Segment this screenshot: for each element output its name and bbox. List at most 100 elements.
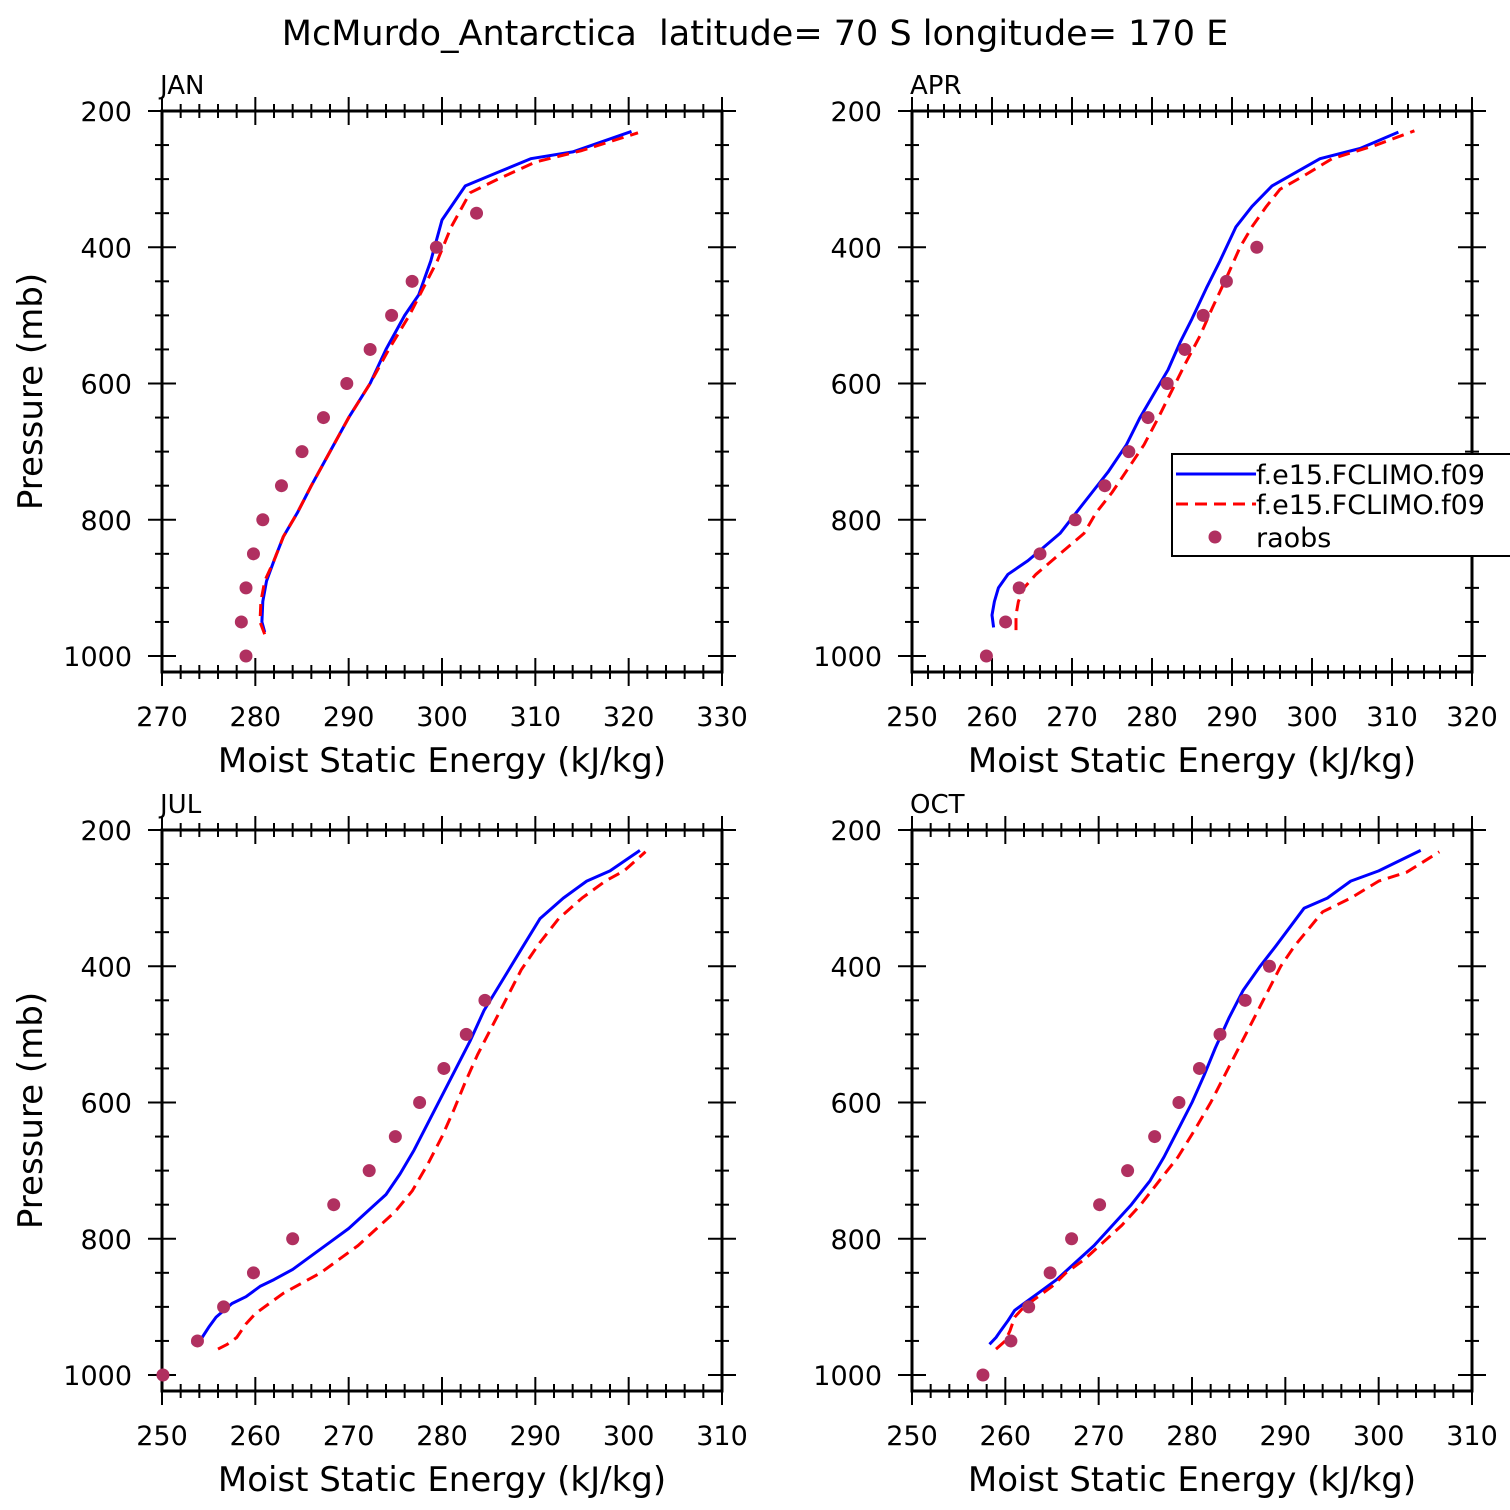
legend-box <box>1171 453 1510 557</box>
x-tick-label: 260 <box>230 1421 282 1452</box>
x-tick-label: 320 <box>1446 702 1498 733</box>
plot-frame <box>910 828 1474 1393</box>
x-tick-label: 280 <box>230 702 282 733</box>
panel-label: APR <box>910 71 962 101</box>
x-tick-label: 320 <box>603 702 655 733</box>
model-series-dashed <box>258 131 639 635</box>
y-tick-label: 800 <box>830 506 882 537</box>
raobs-point <box>999 615 1013 629</box>
raobs-point <box>156 1368 170 1382</box>
raobs-point <box>413 1096 427 1109</box>
legend-label: f.e15.FCLIMO.f09 <box>1256 490 1485 521</box>
x-axis-title: Moist Static Energy (kJ/kg) <box>968 741 1416 781</box>
raobs-point <box>1250 240 1264 254</box>
model-series-dashed <box>995 850 1441 1351</box>
raobs-point <box>1121 1164 1135 1178</box>
raobs-point <box>459 1027 473 1041</box>
y-tick-label: 200 <box>830 97 882 128</box>
legend-label: raobs <box>1256 523 1331 554</box>
y-axis-title: Pressure (mb) <box>11 992 51 1229</box>
x-axis-title: Moist Static Energy (kJ/kg) <box>218 741 666 781</box>
y-tick-label: 600 <box>80 1089 132 1120</box>
y-tick-label: 1000 <box>813 1361 882 1392</box>
plot-frame <box>160 828 724 1393</box>
model-series-dashed <box>217 850 647 1351</box>
raobs-point <box>976 1368 990 1382</box>
model-series-solid <box>988 849 1422 1346</box>
raobs-point <box>478 993 492 1007</box>
y-tick-label: 400 <box>830 233 882 264</box>
raobs-point <box>1065 1232 1079 1246</box>
x-tick-label: 290 <box>323 702 375 733</box>
raobs-point <box>1012 581 1026 595</box>
legend-swatch-dot <box>1208 530 1222 544</box>
raobs-point <box>217 1300 231 1314</box>
raobs-point <box>1098 479 1112 493</box>
y-tick-label: 800 <box>80 506 132 537</box>
legend-label: f.e15.FCLIMO.f09 <box>1256 460 1485 491</box>
raobs-point <box>362 1164 376 1178</box>
x-tick-label: 310 <box>1446 1421 1498 1452</box>
x-tick-label: 260 <box>980 1421 1032 1452</box>
panel-jan: JAN 270 280 290 300 310 320 330 200 400 600 800 1000… <box>11 71 748 781</box>
x-tick-label: 290 <box>1206 702 1258 733</box>
x-tick-label: 310 <box>510 702 562 733</box>
y-tick-label: 600 <box>830 1089 882 1120</box>
model-series-solid <box>990 130 1399 628</box>
plot-frame <box>910 109 1474 674</box>
x-tick-label: 310 <box>696 1421 748 1452</box>
x-tick-label: 280 <box>416 1421 468 1452</box>
raobs-point <box>1004 1334 1018 1348</box>
model-series-dashed <box>1014 129 1415 631</box>
raobs-point <box>1262 959 1276 973</box>
panel-label: OCT <box>910 790 965 820</box>
x-tick-label: 300 <box>603 1421 655 1452</box>
x-tick-label: 280 <box>1126 702 1178 733</box>
raobs-point <box>1122 445 1136 459</box>
y-tick-label: 600 <box>830 370 882 401</box>
raobs-point <box>316 411 330 425</box>
y-tick-label: 200 <box>80 97 132 128</box>
raobs-point <box>363 342 377 356</box>
raobs-point <box>1238 993 1252 1007</box>
x-tick-label: 250 <box>886 702 938 733</box>
x-tick-label: 250 <box>136 1421 188 1452</box>
x-axis-title: Moist Static Energy (kJ/kg) <box>218 1460 666 1500</box>
y-tick-label: 800 <box>830 1225 882 1256</box>
x-tick-label: 270 <box>136 702 188 733</box>
raobs-point <box>1022 1300 1036 1314</box>
raobs-point <box>1196 308 1210 322</box>
raobs-point <box>256 513 270 527</box>
y-tick-label: 400 <box>80 952 132 983</box>
raobs-point <box>1160 377 1174 390</box>
x-tick-label: 300 <box>416 702 468 733</box>
raobs-point <box>979 649 993 663</box>
raobs-point <box>295 445 309 459</box>
y-tick-label: 600 <box>80 370 132 401</box>
x-tick-label: 270 <box>1073 1421 1125 1452</box>
raobs-point <box>388 1130 402 1144</box>
x-axis-title: Moist Static Energy (kJ/kg) <box>968 1460 1416 1500</box>
y-tick-label: 1000 <box>63 1361 132 1392</box>
x-tick-label: 310 <box>1366 702 1418 733</box>
raobs-point <box>1192 1061 1206 1075</box>
panel-apr: APR 250 260 270 280 290 300 310 320 200 400 600 800 1… <box>813 71 1497 781</box>
raobs-point <box>1068 513 1082 527</box>
y-tick-label: 1000 <box>63 642 132 673</box>
raobs-point <box>405 274 419 288</box>
model-series-solid <box>191 849 641 1346</box>
y-axis-title: Pressure (mb) <box>11 273 51 510</box>
raobs-point <box>1033 547 1047 561</box>
figure-title: McMurdo_Antarctica latitude= 70 S longit… <box>282 14 1228 54</box>
raobs-point <box>327 1198 341 1212</box>
y-tick-label: 200 <box>830 816 882 847</box>
raobs-point <box>190 1334 204 1348</box>
x-tick-label: 300 <box>1353 1421 1405 1452</box>
panel-label: JAN <box>158 71 204 101</box>
x-tick-label: 290 <box>1260 1421 1312 1452</box>
x-tick-label: 260 <box>966 702 1018 733</box>
raobs-point <box>274 479 288 493</box>
raobs-point <box>429 240 443 254</box>
